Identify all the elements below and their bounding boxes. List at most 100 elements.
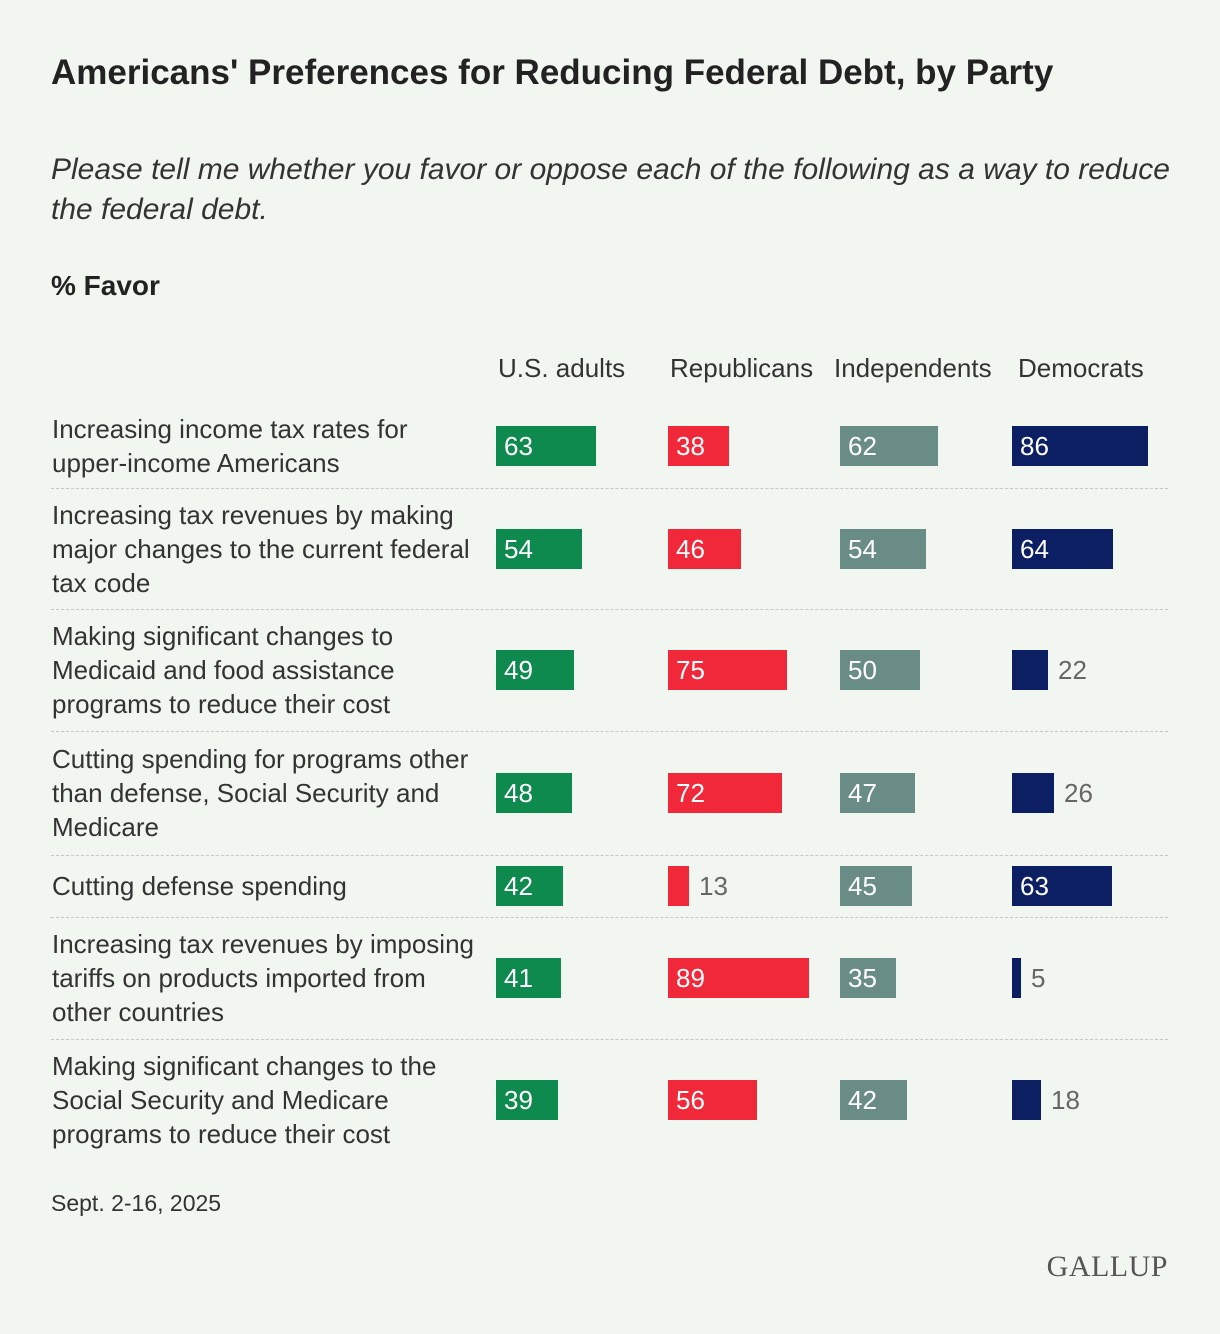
bar: 54 bbox=[840, 528, 926, 569]
bar-cell: 42 bbox=[840, 1039, 1012, 1160]
column-header-u-s-adults: U.S. adults bbox=[498, 352, 626, 383]
bar-cell: 5 bbox=[1012, 917, 1184, 1039]
bar: 38 bbox=[668, 426, 729, 466]
bar-cell: 46 bbox=[668, 488, 840, 609]
data-label: 47 bbox=[848, 778, 877, 808]
data-label: 62 bbox=[848, 431, 877, 461]
data-label: 86 bbox=[1020, 431, 1049, 461]
bar-cell: 38 bbox=[668, 404, 840, 488]
chart-title: Americans' Preferences for Reducing Fede… bbox=[51, 53, 1054, 92]
data-label: 50 bbox=[848, 655, 877, 685]
bar: 86 bbox=[1012, 426, 1148, 466]
data-label: 38 bbox=[676, 431, 705, 461]
data-label: 42 bbox=[848, 1084, 877, 1115]
category-label: Increasing income tax rates for upper-in… bbox=[52, 414, 408, 478]
bar: 50 bbox=[840, 650, 920, 690]
bar bbox=[1012, 1079, 1041, 1120]
bar bbox=[1012, 650, 1048, 690]
bar: 62 bbox=[840, 426, 938, 466]
survey-date: Sept. 2-16, 2025 bbox=[51, 1190, 222, 1216]
bar: 75 bbox=[668, 650, 787, 690]
bar: 63 bbox=[1012, 866, 1112, 906]
category-label: Cutting defense spending bbox=[52, 871, 347, 901]
chart-row: Making significant changes to Medicaid a… bbox=[51, 609, 1168, 732]
data-label: 42 bbox=[504, 871, 533, 901]
data-label: 64 bbox=[1020, 533, 1049, 564]
bar-cell: 39 bbox=[496, 1039, 668, 1160]
data-label: 63 bbox=[1020, 871, 1049, 901]
chart-row: Cutting defense spending 42 13 45 63 bbox=[51, 855, 1168, 918]
bar-cell: 63 bbox=[1012, 855, 1184, 917]
bar-cell: 86 bbox=[1012, 404, 1184, 488]
bar-cell: 48 bbox=[496, 731, 668, 855]
bar-cell: 50 bbox=[840, 609, 1012, 731]
data-label: 26 bbox=[1064, 778, 1093, 808]
data-label: 75 bbox=[676, 655, 705, 685]
bar-cell: 42 bbox=[496, 855, 668, 917]
bar-cell: 41 bbox=[496, 917, 668, 1039]
data-label: 22 bbox=[1058, 655, 1087, 685]
bar bbox=[1012, 773, 1054, 813]
chart-row: Increasing income tax rates for upper-in… bbox=[51, 404, 1168, 489]
column-header-republicans: Republicans bbox=[670, 352, 814, 383]
data-label: 54 bbox=[848, 533, 877, 564]
bar-cell: 13 bbox=[668, 855, 840, 917]
column-header-democrats: Democrats bbox=[1018, 352, 1144, 383]
chart-row: Cutting spending for programs other than… bbox=[51, 731, 1168, 856]
bar-cell: 62 bbox=[840, 404, 1012, 488]
bar-cell: 35 bbox=[840, 917, 1012, 1039]
bar-cell: 54 bbox=[840, 488, 1012, 609]
bar: 49 bbox=[496, 650, 574, 690]
gallup-logo: GALLUP bbox=[1046, 1250, 1168, 1283]
category-label: Making significant changes to Medicaid a… bbox=[52, 621, 395, 719]
data-label: 54 bbox=[504, 533, 533, 564]
category-label: Increasing tax revenues by making major … bbox=[52, 499, 470, 598]
data-label: 45 bbox=[848, 871, 877, 901]
bar: 42 bbox=[840, 1079, 907, 1120]
bar: 72 bbox=[668, 773, 782, 813]
data-label: 5 bbox=[1031, 963, 1046, 993]
bar-cell: 54 bbox=[496, 488, 668, 609]
bar-cell: 64 bbox=[1012, 488, 1184, 609]
data-label: 72 bbox=[676, 778, 705, 808]
bar: 56 bbox=[668, 1079, 757, 1120]
metric-label: % Favor bbox=[51, 270, 160, 301]
data-label: 13 bbox=[699, 871, 728, 901]
bar: 42 bbox=[496, 866, 563, 906]
bar bbox=[668, 866, 689, 906]
bar-cell: 47 bbox=[840, 731, 1012, 855]
bar-cell: 18 bbox=[1012, 1039, 1184, 1160]
bar-cell: 75 bbox=[668, 609, 840, 731]
chart-row: Making significant changes to the Social… bbox=[51, 1039, 1168, 1160]
bar: 54 bbox=[496, 528, 582, 569]
data-label: 35 bbox=[848, 963, 877, 993]
bar: 39 bbox=[496, 1079, 558, 1120]
bar: 35 bbox=[840, 958, 896, 998]
data-label: 18 bbox=[1051, 1084, 1080, 1115]
bar: 89 bbox=[668, 958, 809, 998]
data-label: 41 bbox=[504, 963, 533, 993]
bar-cell: 89 bbox=[668, 917, 840, 1039]
category-label: Increasing tax revenues by imposing tari… bbox=[52, 929, 475, 1027]
bar: 41 bbox=[496, 958, 561, 998]
category-label: Making significant changes to the Social… bbox=[52, 1050, 437, 1149]
bar-cell: 49 bbox=[496, 609, 668, 731]
bar-cell: 72 bbox=[668, 731, 840, 855]
data-label: 48 bbox=[504, 778, 533, 808]
bar: 63 bbox=[496, 426, 596, 466]
chart-subtitle: Please tell me whether you favor or oppo… bbox=[51, 153, 1170, 226]
data-label: 63 bbox=[504, 431, 533, 461]
bar-cell: 26 bbox=[1012, 731, 1184, 855]
chart-row: Increasing tax revenues by making major … bbox=[51, 488, 1168, 610]
bar-cell: 22 bbox=[1012, 609, 1184, 731]
bar: 45 bbox=[840, 866, 912, 906]
data-label: 49 bbox=[504, 655, 533, 685]
bar: 46 bbox=[668, 528, 741, 569]
data-label: 89 bbox=[676, 963, 705, 993]
bar: 48 bbox=[496, 773, 572, 813]
bar-cell: 63 bbox=[496, 404, 668, 488]
bar-cell: 45 bbox=[840, 855, 1012, 917]
bar: 47 bbox=[840, 773, 915, 813]
column-header-independents: Independents bbox=[834, 352, 992, 383]
data-label: 46 bbox=[676, 533, 705, 564]
